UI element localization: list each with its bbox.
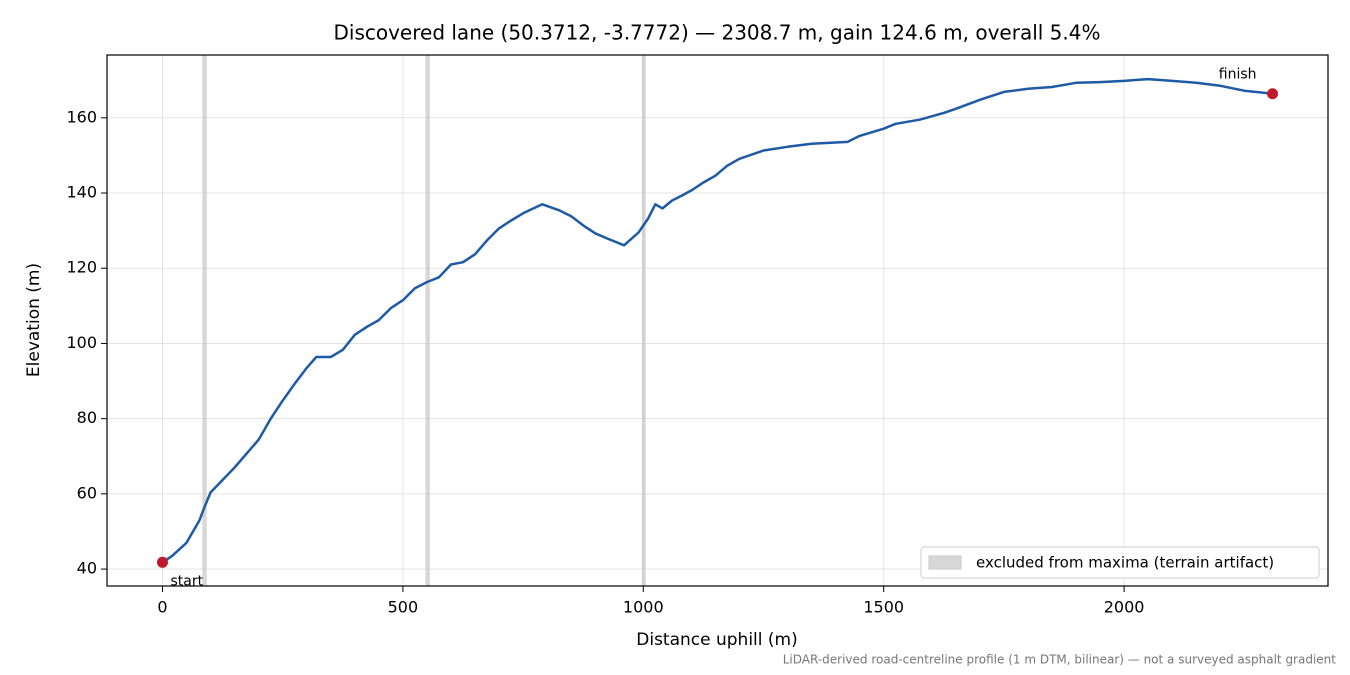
plot-frame	[106, 54, 1329, 587]
endpoint-marker	[156, 556, 168, 568]
y-tick-label: 100	[66, 333, 97, 352]
y-tick-label: 60	[77, 483, 97, 502]
y-axis-label: Elevation (m)	[24, 263, 44, 377]
legend-box	[920, 546, 1320, 579]
chart-title: Discovered lane (50.3712, -3.7772) — 230…	[333, 21, 1100, 45]
endpoint-marker	[1267, 88, 1279, 100]
y-tick-label: 140	[66, 183, 97, 202]
y-tick-label: 120	[66, 258, 97, 277]
x-tick-label: 2000	[1104, 598, 1145, 617]
x-axis-label: Distance uphill (m)	[636, 630, 797, 650]
x-tick-label: 500	[388, 598, 419, 617]
y-tick-label: 80	[77, 408, 97, 427]
endpoint-label: finish	[1219, 67, 1257, 83]
x-tick-label: 0	[157, 598, 167, 617]
excluded-band	[425, 55, 430, 586]
y-tick-label: 40	[77, 559, 97, 578]
y-tick-label: 160	[66, 107, 97, 126]
x-tick-label: 1000	[623, 598, 664, 617]
endpoint-label: start	[170, 573, 203, 589]
footnote: LiDAR-derived road-centreline profile (1…	[783, 653, 1337, 667]
legend-label: excluded from maxima (terrain artifact)	[976, 554, 1274, 572]
x-tick-label: 1500	[863, 598, 904, 617]
excluded-band	[641, 55, 646, 586]
excluded-band	[202, 55, 207, 586]
elevation-line	[161, 77, 1273, 564]
legend-swatch	[928, 555, 962, 570]
